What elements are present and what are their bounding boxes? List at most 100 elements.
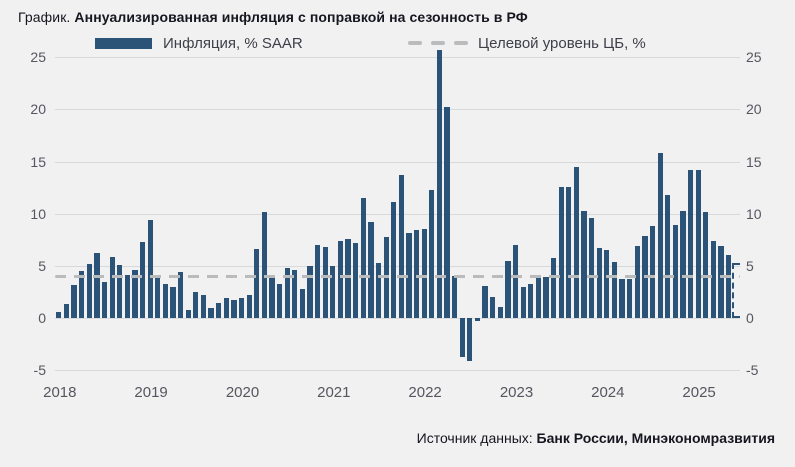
y-axis-label-left-20: 20 (30, 101, 46, 117)
x-axis-year-label-2019: 2019 (134, 384, 168, 401)
inflation-bar (71, 284, 77, 318)
inflation-bar (147, 220, 153, 318)
y-axis-label-right-20: 20 (746, 101, 762, 117)
inflation-bar (497, 306, 503, 318)
inflation-bar (619, 279, 625, 318)
inflation-bar (109, 256, 115, 318)
x-axis-year-label-2023: 2023 (499, 384, 534, 401)
inflation-bar (657, 153, 663, 318)
inflation-bar (520, 286, 526, 318)
bar-swatch-icon (95, 37, 152, 49)
inflation-bar (124, 275, 130, 318)
inflation-bar (558, 186, 564, 318)
legend-label-target: Целевой уровень ЦБ, % (478, 34, 646, 52)
inflation-bar (444, 107, 450, 318)
inflation-bar (436, 50, 443, 318)
inflation-bar (505, 260, 511, 318)
y-axis-label-left-15: 15 (30, 154, 46, 170)
inflation-bar (421, 229, 427, 318)
y-axis-label-right--5: -5 (746, 362, 759, 378)
inflation-bar (429, 189, 435, 318)
gridline-10 (55, 214, 740, 215)
inflation-bar (216, 303, 222, 318)
legend-label-inflation: Инфляция, % SAAR (163, 34, 303, 52)
inflation-bar (261, 211, 267, 318)
gridline-0 (55, 318, 740, 319)
y-axis-label-left-25: 25 (30, 49, 46, 65)
inflation-bar (368, 222, 374, 318)
y-axis-label-right-10: 10 (746, 206, 762, 222)
inflation-bar (596, 248, 602, 318)
inflation-bar (238, 298, 245, 318)
inflation-bar (208, 307, 214, 318)
y-axis-label-right-25: 25 (746, 49, 762, 65)
inflation-bar (315, 245, 321, 318)
inflation-bar (391, 202, 397, 318)
x-axis-year-label-2025: 2025 (682, 384, 716, 401)
x-axis-year-label-2024: 2024 (591, 384, 625, 401)
gridline-5 (55, 266, 740, 267)
inflation-bar (550, 257, 557, 318)
inflation-bar (307, 265, 313, 318)
inflation-bar (117, 264, 123, 318)
target-line (55, 274, 740, 278)
x-axis-year-label-2021: 2021 (317, 384, 351, 401)
inflation-bar (490, 297, 496, 318)
inflation-bar (634, 246, 640, 318)
inflation-bar (413, 230, 420, 318)
x-axis-year-label-2020: 2020 (225, 384, 260, 401)
inflation-bar (467, 318, 473, 361)
chart-title: График. Аннуализированная инфляция с поп… (18, 9, 528, 25)
inflation-bar (649, 226, 656, 318)
gridline-15 (55, 162, 740, 163)
inflation-bar (139, 241, 146, 318)
inflation-bar (101, 281, 108, 318)
inflation-bar (528, 283, 534, 318)
inflation-bar (254, 249, 260, 318)
inflation-bar (276, 283, 283, 318)
source-note-main: Банк России, Минэкономразвития (536, 430, 775, 446)
inflation-bar (718, 246, 724, 318)
inflation-bar (611, 261, 618, 318)
chart-title-main: Аннуализированная инфляция с поправкой н… (74, 9, 528, 25)
inflation-bar (375, 262, 382, 318)
inflation-bar (604, 250, 610, 318)
inflation-bar (474, 318, 481, 322)
inflation-bar (155, 276, 161, 318)
legend-item-inflation: Инфляция, % SAAR (95, 33, 303, 53)
inflation-bar (627, 279, 633, 318)
inflation-bar (710, 240, 717, 318)
inflation-bar (573, 166, 580, 318)
y-axis-label-left-0: 0 (38, 310, 46, 326)
inflation-bar (672, 225, 678, 318)
inflation-bar (589, 217, 595, 318)
inflation-bar (162, 283, 169, 318)
inflation-bar (512, 245, 519, 318)
inflation-bar (398, 175, 404, 318)
plot-area (55, 50, 740, 378)
inflation-bar (178, 272, 184, 318)
inflation-bar (292, 270, 298, 318)
inflation-bar (322, 247, 328, 318)
inflation-bar (299, 288, 306, 318)
inflation-bar (193, 291, 199, 318)
inflation-bar (452, 276, 458, 318)
inflation-bar (63, 304, 70, 318)
dashed-line-swatch-icon (408, 41, 468, 45)
x-axis-year-label-2018: 2018 (43, 384, 77, 401)
gridline--5 (55, 370, 740, 371)
inflation-bar (687, 169, 694, 318)
inflation-bar (353, 242, 359, 318)
inflation-bar (79, 271, 85, 318)
inflation-bar (330, 265, 336, 318)
inflation-bar (223, 298, 229, 318)
gridline-25 (55, 57, 740, 58)
inflation-bar (132, 270, 138, 318)
inflation-bar (703, 211, 709, 318)
y-axis-label-left-10: 10 (30, 206, 46, 222)
inflation-bar (726, 255, 732, 318)
y-axis-label-left-5: 5 (38, 258, 46, 274)
inflation-bar (581, 210, 587, 318)
inflation-bar (185, 309, 191, 318)
